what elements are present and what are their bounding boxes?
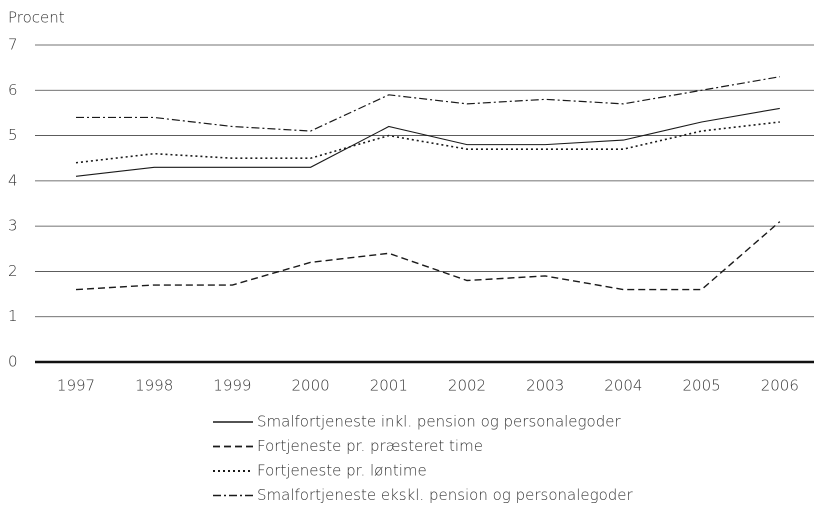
x-tick-label: 2000: [292, 377, 330, 395]
y-tick-label: 1: [8, 307, 18, 325]
x-tick-label: 1999: [213, 377, 251, 395]
series-line: [75, 121, 780, 164]
x-tick-label: 1998: [135, 377, 173, 395]
x-tick-label: 1997: [57, 377, 95, 395]
legend-label: Smalfortjeneste ekskl. pension og person…: [257, 486, 634, 504]
y-tick-label: 2: [8, 262, 18, 280]
y-axis-label: Procent: [8, 9, 65, 27]
x-tick-label: 2005: [683, 377, 721, 395]
x-tick-label: 2004: [604, 377, 642, 395]
legend-label: Fortjeneste pr. løntime: [257, 462, 427, 480]
series-line: [76, 76, 780, 132]
series-line: [75, 107, 780, 177]
y-tick-label: 7: [8, 36, 18, 54]
y-tick-label: 3: [8, 217, 18, 235]
series-line: [75, 221, 781, 291]
legend-label: Smalfortjeneste inkl. pension og persona…: [257, 413, 621, 431]
x-tick-label: 2002: [448, 377, 486, 395]
x-tick-label: 2006: [761, 377, 799, 395]
x-tick-label: 2003: [526, 377, 564, 395]
y-tick-label: 5: [8, 126, 18, 144]
legend-label: Fortjeneste pr. præsteret time: [257, 437, 483, 455]
y-tick-label: 0: [8, 353, 18, 371]
y-tick-label: 4: [8, 171, 18, 189]
y-tick-label: 6: [8, 81, 18, 99]
x-tick-label: 2001: [370, 377, 408, 395]
